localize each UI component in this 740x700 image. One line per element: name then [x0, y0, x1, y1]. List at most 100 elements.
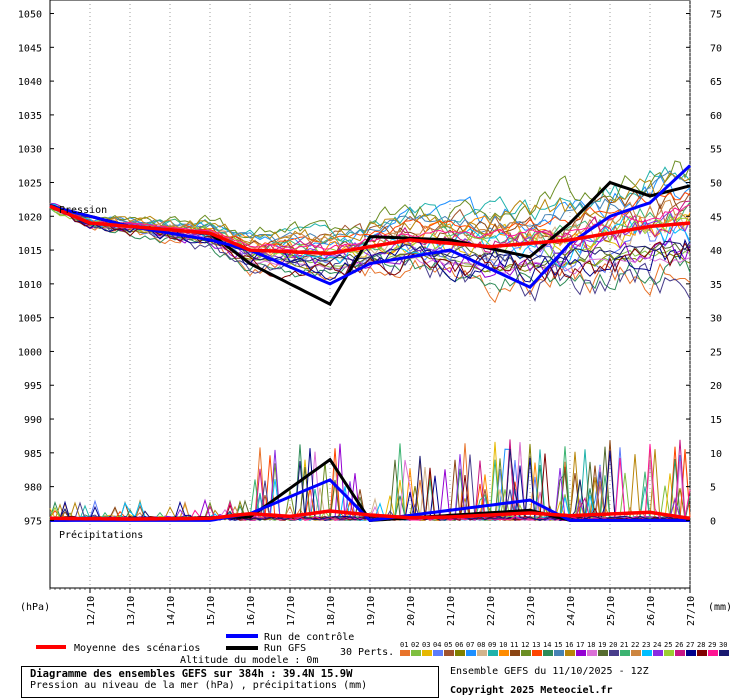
- date-tick-label: 13/10: [126, 596, 137, 626]
- member-legend-swatch: [620, 650, 630, 656]
- left-tick-label: 975: [24, 516, 42, 527]
- date-tick-label: 20/10: [406, 596, 417, 626]
- run-info: Ensemble GEFS du 11/10/2025 - 12Z: [450, 666, 649, 677]
- member-legend-swatch: [642, 650, 652, 656]
- left-tick-label: 1035: [18, 111, 42, 122]
- member-legend-swatch: [719, 650, 729, 656]
- left-tick-label: 1010: [18, 280, 42, 291]
- member-legend-swatch: [653, 650, 663, 656]
- left-axis-unit: (hPa): [20, 602, 50, 613]
- member-legend-swatch: [444, 650, 454, 656]
- member-legend-label: 06: [455, 641, 463, 649]
- member-legend-swatch: [576, 650, 586, 656]
- member-legend-label: 02: [411, 641, 419, 649]
- date-tick-label: 24/10: [566, 596, 577, 626]
- member-pressure-line: [49, 204, 691, 251]
- left-tick-label: 1000: [18, 347, 42, 358]
- member-legend-swatch: [598, 650, 608, 656]
- main-runs: [49, 164, 692, 522]
- right-tick-label: 10: [710, 449, 722, 460]
- member-legend-label: 23: [642, 641, 650, 649]
- date-tick-label: 22/10: [486, 596, 497, 626]
- date-tick-label: 18/10: [326, 596, 337, 626]
- member-legend-label: 26: [675, 641, 683, 649]
- date-tick-label: 23/10: [526, 596, 537, 626]
- right-tick-label: 65: [710, 77, 722, 88]
- member-legend-swatch: [521, 650, 531, 656]
- member-legend-swatch: [686, 650, 696, 656]
- left-tick-label: 995: [24, 381, 42, 392]
- footer-subtitle: Pression au niveau de la mer (hPa) , pré…: [30, 680, 368, 691]
- date-tick-label: 15/10: [206, 596, 217, 626]
- date-tick-label: 26/10: [646, 596, 657, 626]
- member-legend-swatch: [543, 650, 553, 656]
- member-legend-label: 20: [609, 641, 617, 649]
- precip-annotation: Précipitations: [59, 529, 143, 541]
- date-tick-label: 12/10: [86, 596, 97, 626]
- member-legend-label: 24: [653, 641, 661, 649]
- footer-box: Diagramme des ensembles GEFS sur 384h : …: [21, 666, 439, 698]
- pressure-annotation: Pression: [59, 205, 107, 216]
- member-legend-label: 05: [444, 641, 452, 649]
- member-legend-label: 07: [466, 641, 474, 649]
- member-legend-label: 17: [576, 641, 584, 649]
- date-tick-label: 25/10: [606, 596, 617, 626]
- member-pressure-line: [49, 203, 691, 268]
- right-tick-label: 40: [710, 246, 722, 257]
- plot-frame: [49, 0, 691, 589]
- right-tick-label: 15: [710, 415, 722, 426]
- perts-label: 30 Perts.: [340, 647, 394, 658]
- mean-precip-line: [50, 509, 691, 521]
- member-legend-swatch: [466, 650, 476, 656]
- right-tick-label: 0: [710, 516, 716, 527]
- member-legend-label: 12: [521, 641, 529, 649]
- member-legend-swatch: [400, 650, 410, 656]
- legend-gfs-label: Run GFS: [264, 643, 306, 654]
- member-pressure-line: [49, 170, 691, 245]
- member-legend-swatch: [510, 650, 520, 656]
- left-tick-label: 990: [24, 415, 42, 426]
- date-tick-label: 21/10: [446, 596, 457, 626]
- altitude-label: Altitude du modele : 0m: [180, 655, 318, 666]
- left-tick-label: 1040: [18, 77, 42, 88]
- date-tick-label: 16/10: [246, 596, 257, 626]
- member-legend-swatch: [433, 650, 443, 656]
- member-legend-swatch: [422, 650, 432, 656]
- right-tick-label: 50: [710, 178, 722, 189]
- right-tick-label: 20: [710, 381, 722, 392]
- member-legend-swatch: [708, 650, 718, 656]
- member-legend-swatch: [499, 650, 509, 656]
- member-legend-swatch: [697, 650, 707, 656]
- date-axis-ticks: 12/10 13/10 14/10 15/10 16/10 17/10 18/10 19/10…: [49, 588, 697, 626]
- right-tick-label: 5: [710, 483, 716, 494]
- member-legend-swatch: [565, 650, 575, 656]
- legend-mean-label: Moyenne des scénarios: [74, 642, 200, 654]
- left-axis-ticks: 975 980 985 990 995 1000 1005 1010 1015 1020 1025 1…: [18, 10, 54, 527]
- left-tick-label: 1005: [18, 314, 42, 325]
- legend-control-label: Run de contrôle: [264, 631, 354, 643]
- copyright: Copyright 2025 Meteociel.fr: [450, 685, 613, 696]
- member-legend-swatch: [532, 650, 542, 656]
- member-legend-swatch: [477, 650, 487, 656]
- member-legend-label: 30: [719, 641, 727, 649]
- member-legend-label: 16: [565, 641, 573, 649]
- member-legend-label: 25: [664, 641, 672, 649]
- member-legend-swatch: [587, 650, 597, 656]
- member-legend-label: 28: [697, 641, 705, 649]
- footer-title: Diagramme des ensembles GEFS sur 384h : …: [30, 668, 353, 680]
- member-legend-label: 15: [554, 641, 562, 649]
- member-legend-label: 03: [422, 641, 430, 649]
- member-legend: 01 02 03 04 05 06 07 08 09 10 11 12 13 14 15 16 17 18 19 20…: [400, 641, 729, 656]
- member-legend-label: 13: [532, 641, 540, 649]
- right-tick-label: 70: [710, 43, 722, 54]
- left-tick-label: 985: [24, 449, 42, 460]
- left-tick-label: 1045: [18, 43, 42, 54]
- member-legend-swatch: [411, 650, 421, 656]
- left-tick-label: 1020: [18, 212, 42, 223]
- member-legend-label: 10: [499, 641, 507, 649]
- mean-pressure-line: [49, 204, 691, 256]
- right-tick-label: 25: [710, 347, 722, 358]
- right-tick-label: 75: [710, 10, 722, 21]
- date-tick-label: 19/10: [366, 596, 377, 626]
